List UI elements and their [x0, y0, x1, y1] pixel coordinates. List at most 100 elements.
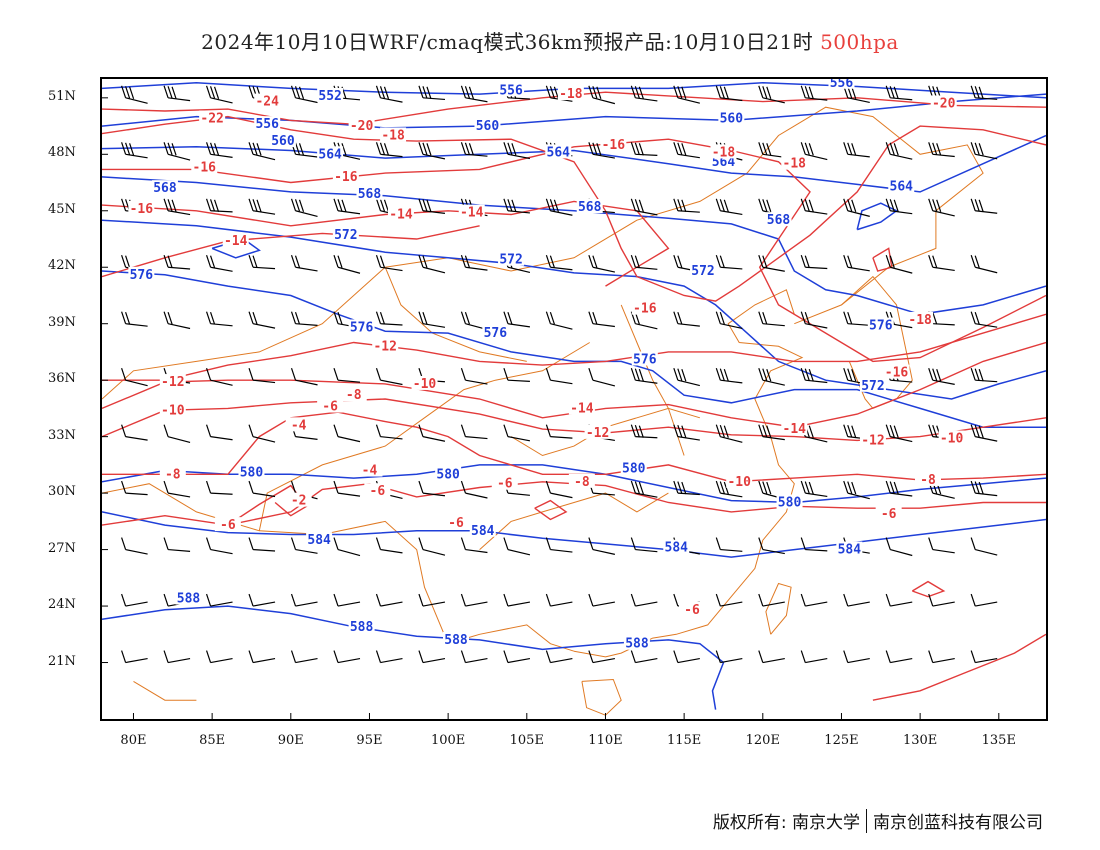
wind-barb-feather [893, 143, 899, 156]
wind-barb-feather [677, 481, 683, 494]
wind-barb-feather [379, 255, 386, 268]
wind-barb-feather [503, 593, 509, 607]
wind-barb-feather [460, 311, 467, 324]
wind-barb-feather [634, 199, 640, 212]
wind-barb [762, 657, 785, 664]
wind-barb-feather [163, 198, 169, 211]
contour-label: -2 [291, 494, 307, 509]
label-backdrop [317, 146, 344, 161]
wind-barb-feather [808, 368, 814, 382]
wind-barb-feather [422, 255, 428, 268]
label-backdrop [348, 618, 375, 633]
contour-label: 568 [358, 187, 382, 202]
wind-barb-feather [549, 86, 555, 99]
wind-barb [337, 266, 361, 274]
longitude-tick-label: 110E [588, 733, 623, 748]
wind-barb [125, 549, 148, 555]
wind-barb-feather [248, 198, 254, 211]
wind-barb-feather [248, 593, 254, 607]
wind-barb [125, 492, 148, 496]
wind-barb-feather [418, 85, 424, 99]
wind-barb-feather [375, 367, 382, 381]
wind-barb-feather [464, 142, 471, 155]
wind-barb [847, 657, 870, 664]
wind-barb-feather [970, 537, 976, 550]
label-backdrop [443, 515, 469, 530]
wind-barb [125, 379, 148, 387]
wind-barb-feather [978, 86, 984, 100]
boundary-line [133, 680, 197, 701]
wind-barb-feather [553, 86, 559, 100]
wind-barb-feather [758, 255, 764, 268]
wind-barb-feather [379, 142, 386, 155]
wind-barb [932, 153, 955, 158]
wind-barb-feather [851, 86, 857, 100]
wind-barb-feather [588, 85, 594, 99]
wind-barb [252, 657, 276, 664]
latitude-tick-label: 51N [48, 88, 76, 104]
wind-barb [507, 657, 531, 664]
wind-barb-feather [889, 255, 895, 268]
wind-barb-feather [205, 311, 212, 324]
wind-barb [677, 323, 700, 327]
contour-label: -6 [220, 518, 236, 533]
wind-barb [847, 210, 870, 217]
wind-barb-feather [545, 198, 551, 211]
wind-barb-feather [762, 142, 768, 155]
wind-barb [635, 210, 658, 216]
label-backdrop [781, 155, 808, 170]
wind-barb [125, 323, 148, 327]
wind-barb-feather [418, 537, 424, 550]
wind-barb [252, 492, 276, 498]
contour-label: 580 [240, 465, 264, 480]
wind-barb-feather [970, 480, 976, 494]
wind-barb [550, 657, 573, 664]
wind-barb-feather [163, 537, 169, 550]
wind-barb-feather [630, 480, 636, 494]
wind-barb-feather [889, 142, 895, 155]
wind-barb-feather [758, 424, 764, 437]
wind-barb-feather [545, 537, 551, 550]
wind-barb [635, 266, 658, 270]
wind-barb [295, 548, 318, 554]
axis-ticks [102, 97, 1000, 719]
wind-barb-feather [375, 198, 382, 211]
contour-label: 584 [838, 543, 862, 558]
wind-barb-feather [885, 480, 891, 494]
contour-label: -6 [881, 507, 897, 522]
wind-barb-feather [252, 199, 258, 212]
wind-barb [380, 153, 403, 158]
wind-barb-feather [205, 85, 212, 99]
wind-barb-feather [928, 198, 934, 211]
contour-label: -10 [413, 377, 437, 392]
wind-barb [975, 266, 998, 274]
wind-barb-feather [634, 86, 640, 99]
wind-barb-feather [851, 143, 857, 156]
label-backdrop [364, 483, 391, 498]
wind-barb-feather [418, 255, 424, 268]
wind-barb [167, 153, 191, 161]
temperature-contour [872, 633, 1046, 701]
wind-barb-feather [121, 424, 127, 437]
label-backdrop [151, 180, 178, 195]
wind-barb [592, 266, 616, 273]
contour-label: -16 [130, 202, 154, 217]
wind-barb [932, 210, 955, 217]
wind-barb-feather [256, 143, 262, 156]
wind-barb-feather [418, 198, 424, 211]
wind-barb-feather [804, 368, 810, 381]
wind-barb [380, 436, 403, 440]
label-backdrop [238, 464, 265, 479]
wind-barb-feather [248, 537, 254, 550]
contour-label: -8 [346, 388, 362, 403]
wind-barb-feather [630, 593, 636, 607]
wind-barb-feather [715, 537, 721, 550]
wind-barb [125, 436, 148, 441]
wind-barb-feather [673, 424, 679, 437]
wind-barb [975, 549, 998, 556]
wind-barb-feather [766, 481, 772, 495]
temperature-contour [102, 411, 1046, 483]
wind-barb [805, 601, 828, 607]
wind-barb [422, 657, 446, 664]
wind-barb [890, 266, 913, 274]
